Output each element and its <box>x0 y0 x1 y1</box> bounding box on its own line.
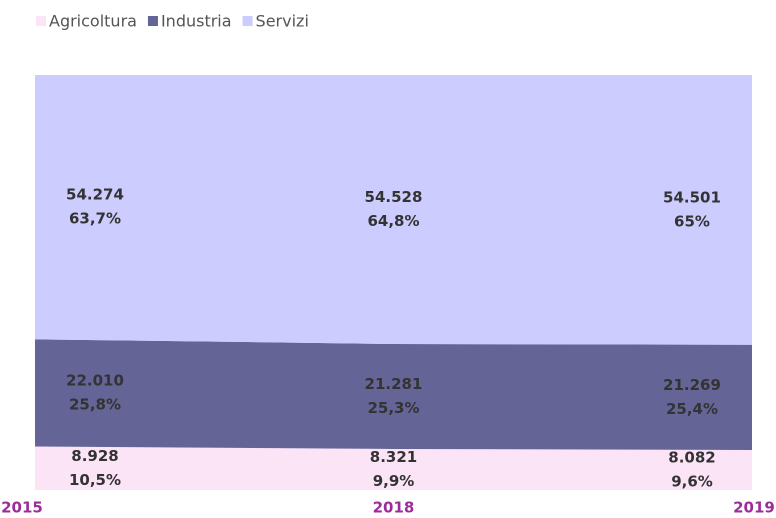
share-label: 63,7% <box>69 210 121 228</box>
value-label: 22.010 <box>66 371 124 389</box>
share-label: 25,4% <box>666 400 718 418</box>
legend-label: Agricoltura <box>49 12 137 31</box>
value-label: 21.269 <box>663 376 721 394</box>
share-label: 9,9% <box>373 472 415 490</box>
legend-label: Industria <box>161 12 232 31</box>
x-tick-label: 2015 <box>1 499 43 517</box>
share-label: 25,3% <box>367 399 419 417</box>
share-label: 9,6% <box>671 473 713 491</box>
value-label: 21.281 <box>365 375 423 393</box>
area <box>35 75 752 345</box>
x-tick-label: 2019 <box>733 499 775 517</box>
x-tick-label: 2018 <box>373 499 415 517</box>
value-label: 8.082 <box>668 449 715 467</box>
area <box>35 446 752 490</box>
legend-swatch <box>36 16 46 26</box>
value-label: 54.528 <box>365 188 423 206</box>
value-label: 8.321 <box>370 448 417 466</box>
value-label: 54.501 <box>663 188 721 206</box>
legend-swatch <box>242 16 253 26</box>
legend-label: Servizi <box>256 12 309 31</box>
area <box>35 339 752 451</box>
share-label: 65% <box>674 212 710 230</box>
value-label: 8.928 <box>71 447 118 465</box>
value-label: 54.274 <box>66 186 124 204</box>
share-label: 25,8% <box>69 395 121 413</box>
legend-swatch <box>147 16 158 26</box>
share-label: 10,5% <box>69 471 121 489</box>
share-label: 64,8% <box>367 212 419 230</box>
